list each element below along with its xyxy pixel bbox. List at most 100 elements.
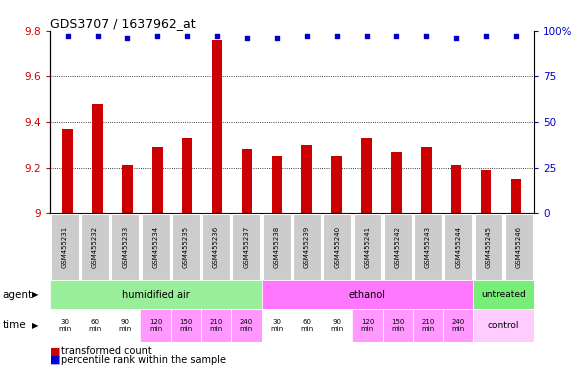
FancyBboxPatch shape [414, 214, 442, 280]
FancyBboxPatch shape [473, 309, 534, 342]
FancyBboxPatch shape [231, 309, 262, 342]
Text: ■: ■ [50, 355, 60, 365]
Point [93, 33, 102, 39]
FancyBboxPatch shape [140, 309, 171, 342]
Point [123, 35, 132, 41]
Text: GSM455237: GSM455237 [243, 225, 250, 268]
Text: 150
min: 150 min [179, 319, 192, 332]
Text: GDS3707 / 1637962_at: GDS3707 / 1637962_at [50, 17, 195, 30]
FancyBboxPatch shape [202, 214, 230, 280]
Text: GSM455244: GSM455244 [455, 226, 461, 268]
Text: percentile rank within the sample: percentile rank within the sample [61, 355, 226, 365]
Text: 30
min: 30 min [58, 319, 71, 332]
Bar [361, 138, 372, 213]
Point [452, 35, 461, 41]
Bar [242, 149, 252, 213]
Text: ▶: ▶ [33, 321, 39, 330]
Point [392, 33, 401, 39]
Text: 120
min: 120 min [361, 319, 374, 332]
Text: GSM455243: GSM455243 [425, 226, 431, 268]
Text: GSM455240: GSM455240 [334, 226, 340, 268]
FancyBboxPatch shape [50, 309, 80, 342]
FancyBboxPatch shape [444, 214, 472, 280]
Text: time: time [3, 320, 26, 331]
Text: GSM455232: GSM455232 [92, 226, 98, 268]
FancyBboxPatch shape [293, 214, 321, 280]
FancyBboxPatch shape [475, 214, 502, 280]
Text: 30
min: 30 min [270, 319, 283, 332]
FancyBboxPatch shape [51, 214, 79, 280]
FancyBboxPatch shape [201, 309, 231, 342]
FancyBboxPatch shape [262, 280, 473, 309]
FancyBboxPatch shape [232, 214, 260, 280]
Text: 90
min: 90 min [119, 319, 132, 332]
Point [63, 33, 72, 39]
FancyBboxPatch shape [322, 309, 352, 342]
FancyBboxPatch shape [505, 214, 533, 280]
FancyBboxPatch shape [171, 309, 201, 342]
Text: humidified air: humidified air [122, 290, 190, 300]
Text: 240
min: 240 min [240, 319, 253, 332]
Bar [122, 165, 132, 213]
Text: 120
min: 120 min [149, 319, 162, 332]
Text: ▶: ▶ [33, 290, 39, 299]
FancyBboxPatch shape [142, 214, 170, 280]
Text: GSM455231: GSM455231 [62, 225, 68, 268]
Text: GSM455238: GSM455238 [274, 225, 280, 268]
FancyBboxPatch shape [50, 280, 262, 309]
Point [332, 33, 341, 39]
Bar [331, 156, 342, 213]
FancyBboxPatch shape [443, 309, 473, 342]
Text: 240
min: 240 min [452, 319, 465, 332]
Bar [301, 145, 312, 213]
FancyBboxPatch shape [473, 280, 534, 309]
Text: GSM455233: GSM455233 [122, 225, 128, 268]
Point [212, 33, 222, 39]
Text: 60
min: 60 min [89, 319, 102, 332]
Text: 60
min: 60 min [300, 319, 313, 332]
Point [362, 33, 371, 39]
FancyBboxPatch shape [111, 214, 139, 280]
Bar [182, 138, 192, 213]
FancyBboxPatch shape [352, 309, 383, 342]
Point [272, 35, 282, 41]
FancyBboxPatch shape [413, 309, 443, 342]
Text: control: control [488, 321, 520, 330]
FancyBboxPatch shape [262, 309, 292, 342]
Text: ethanol: ethanol [349, 290, 386, 300]
FancyBboxPatch shape [263, 214, 291, 280]
Text: GSM455245: GSM455245 [485, 226, 492, 268]
Bar [62, 129, 73, 213]
Text: GSM455236: GSM455236 [213, 225, 219, 268]
Bar [212, 40, 222, 213]
FancyBboxPatch shape [110, 309, 140, 342]
FancyBboxPatch shape [384, 214, 412, 280]
Text: untreated: untreated [481, 290, 526, 299]
Text: GSM455241: GSM455241 [364, 226, 371, 268]
Text: 150
min: 150 min [391, 319, 404, 332]
Bar [451, 165, 461, 213]
FancyBboxPatch shape [353, 214, 381, 280]
Text: ■: ■ [50, 346, 60, 356]
Text: 90
min: 90 min [331, 319, 344, 332]
Bar [481, 170, 491, 213]
Bar [152, 147, 163, 213]
Point [481, 33, 490, 39]
Bar [510, 179, 521, 213]
Point [512, 33, 521, 39]
Text: GSM455239: GSM455239 [304, 225, 310, 268]
Text: transformed count: transformed count [61, 346, 152, 356]
FancyBboxPatch shape [323, 214, 351, 280]
Point [152, 33, 162, 39]
FancyBboxPatch shape [80, 309, 110, 342]
FancyBboxPatch shape [383, 309, 413, 342]
FancyBboxPatch shape [81, 214, 109, 280]
Text: 210
min: 210 min [421, 319, 435, 332]
Text: agent: agent [3, 290, 33, 300]
Text: GSM455234: GSM455234 [152, 226, 159, 268]
Bar [93, 104, 103, 213]
Bar [421, 147, 432, 213]
Point [422, 33, 431, 39]
Text: GSM455246: GSM455246 [516, 226, 522, 268]
Point [183, 33, 192, 39]
